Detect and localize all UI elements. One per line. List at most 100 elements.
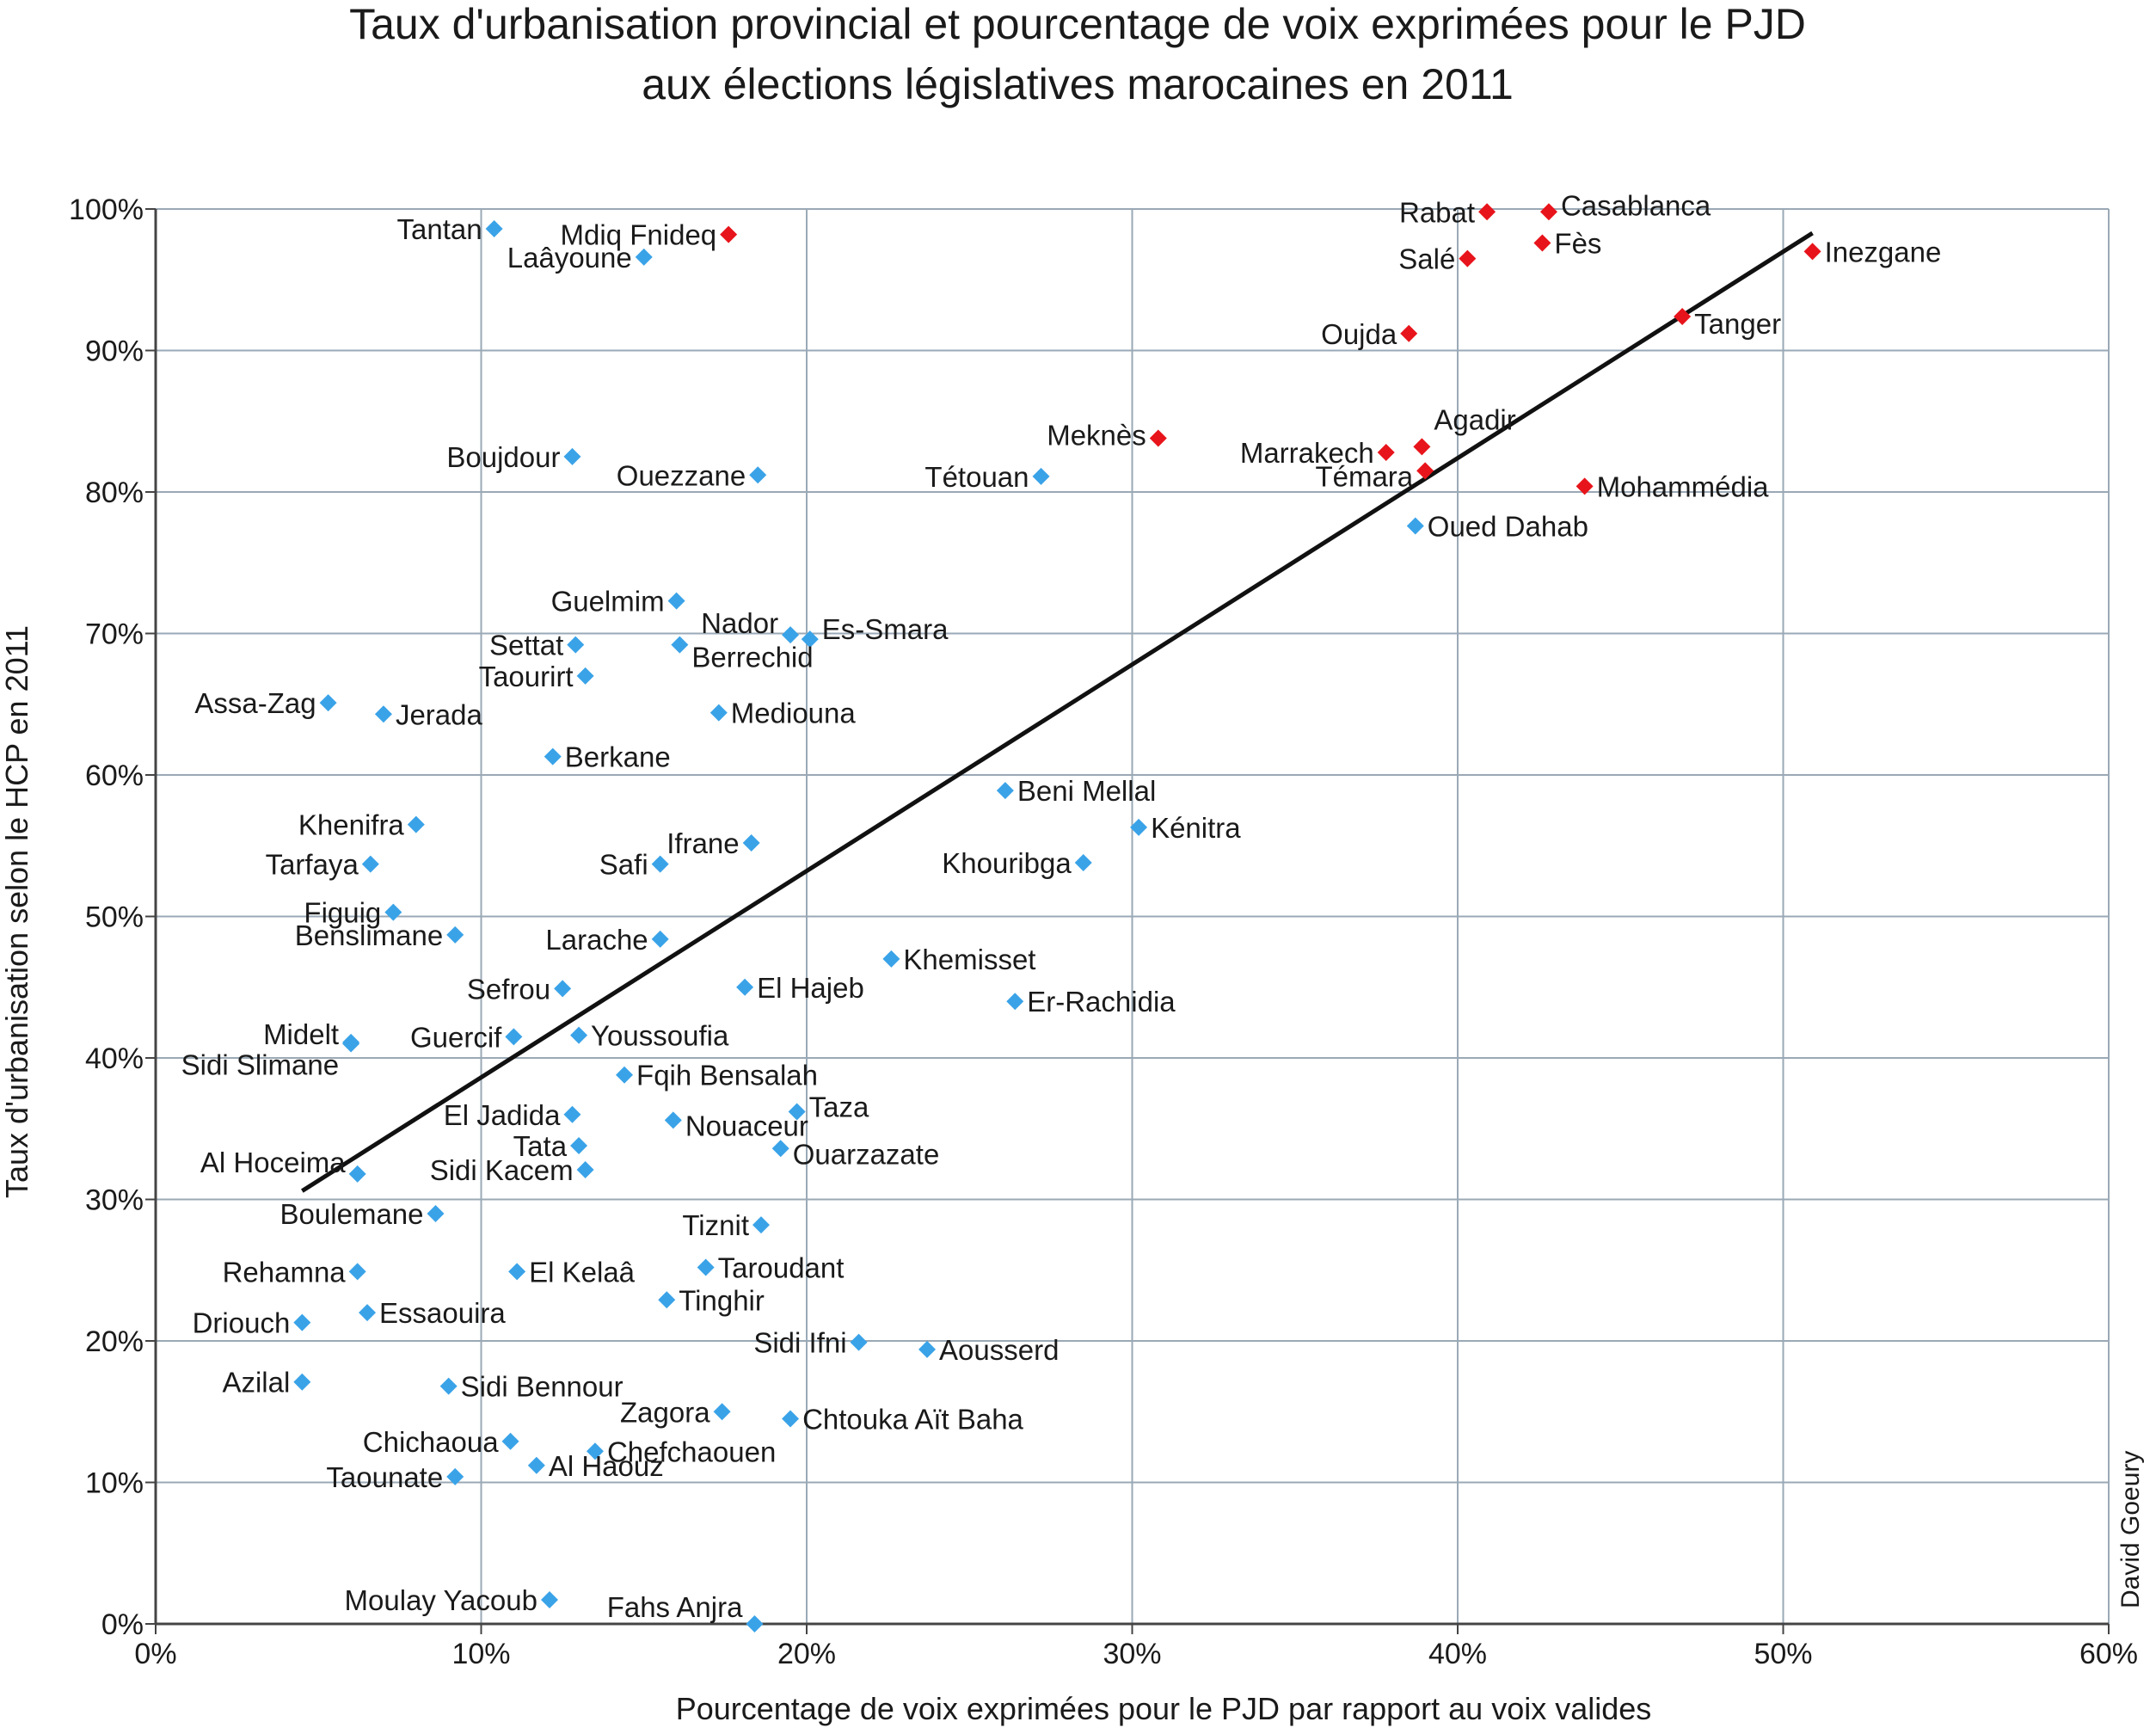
point-label-sale: Salé bbox=[1398, 243, 1455, 275]
x-tick-label: 60% bbox=[2079, 1638, 2138, 1670]
trendline bbox=[300, 231, 1814, 1193]
point-label-kenitra: Kénitra bbox=[1151, 812, 1241, 844]
point-label-boulemane: Boulemane bbox=[280, 1198, 424, 1230]
point-fes bbox=[1533, 234, 1551, 252]
point-label-khemisset: Khemisset bbox=[903, 944, 1035, 975]
point-inezgane bbox=[1803, 243, 1821, 261]
point-label-midelt: Midelt bbox=[263, 1018, 339, 1050]
y-tick-label: 30% bbox=[85, 1184, 144, 1217]
point-tinghir bbox=[658, 1291, 676, 1309]
point-label-tiznit: Tiznit bbox=[682, 1209, 749, 1241]
point-khouribga bbox=[1074, 853, 1092, 871]
point-boujdour bbox=[563, 447, 581, 465]
y-tick-label: 60% bbox=[85, 759, 144, 792]
point-label-fahs-anjra: Fahs Anjra bbox=[607, 1591, 743, 1623]
point-label-sidi-kacem: Sidi Kacem bbox=[430, 1154, 574, 1186]
point-er-rachidia bbox=[1006, 993, 1024, 1011]
point-tiznit bbox=[752, 1216, 771, 1234]
y-tick-label: 80% bbox=[85, 477, 144, 509]
point-oued-dahab bbox=[1406, 517, 1424, 535]
x-axis-label: Pourcentage de voix exprimées pour le PJ… bbox=[676, 1691, 1652, 1726]
point-label-chtouka-ait-baha: Chtouka Aït Baha bbox=[802, 1403, 1023, 1435]
point-label-al-hoceima: Al Hoceima bbox=[200, 1147, 346, 1178]
data-points: Rabat Casablanca Salé Fès Inezgane Oujda Tange… bbox=[181, 189, 1941, 1633]
point-label-sidi-slimane: Sidi Slimane bbox=[181, 1049, 339, 1081]
point-khemisset bbox=[882, 950, 900, 968]
point-label-tetouan: Tétouan bbox=[924, 461, 1029, 493]
point-label-taounate: Taounate bbox=[326, 1461, 443, 1493]
point-rabat bbox=[1478, 203, 1496, 221]
point-youssoufia bbox=[570, 1026, 588, 1044]
point-ifrane bbox=[742, 833, 760, 852]
point-label-berrechid: Berrechid bbox=[691, 642, 813, 673]
point-boulemane bbox=[427, 1204, 445, 1222]
point-label-youssoufia: Youssoufia bbox=[591, 1020, 729, 1052]
point-tanger bbox=[1674, 308, 1692, 326]
point-label-beni-mellal: Beni Mellal bbox=[1017, 775, 1156, 807]
point-tata bbox=[570, 1136, 588, 1154]
point-mdiq-fnideq bbox=[720, 225, 738, 243]
point-essaouira bbox=[359, 1304, 377, 1322]
grid bbox=[155, 208, 2110, 1625]
point-label-moulay-yacoub: Moulay Yacoub bbox=[345, 1584, 537, 1616]
point-safi bbox=[651, 855, 669, 873]
x-tick-label: 40% bbox=[1428, 1638, 1487, 1670]
point-sefrou bbox=[554, 980, 572, 998]
point-label-temara: Témara bbox=[1315, 460, 1413, 492]
y-tick-label: 100% bbox=[69, 194, 144, 226]
point-label-assa-zag: Assa-Zag bbox=[194, 687, 316, 719]
point-label-aousserd: Aousserd bbox=[939, 1334, 1059, 1366]
point-fahs-anjra bbox=[746, 1615, 764, 1633]
point-oujda bbox=[1400, 324, 1418, 342]
point-taroudant bbox=[697, 1258, 715, 1276]
point-nouaceur bbox=[664, 1111, 682, 1129]
point-kenitra bbox=[1130, 818, 1148, 836]
y-tick-label: 10% bbox=[85, 1467, 144, 1500]
point-tarfaya bbox=[361, 855, 379, 873]
point-label-ouarzazate: Ouarzazate bbox=[793, 1138, 940, 1170]
point-chichaoua bbox=[501, 1432, 519, 1450]
point-benslimane bbox=[446, 925, 464, 944]
point-chtouka-ait-baha bbox=[782, 1410, 800, 1428]
point-rehamna bbox=[348, 1263, 366, 1281]
point-label-safi: Safi bbox=[599, 849, 648, 881]
point-guercif bbox=[505, 1028, 523, 1046]
point-label-sidi-bennour: Sidi Bennour bbox=[461, 1371, 623, 1403]
point-ouezzane bbox=[749, 466, 767, 484]
point-label-sefrou: Sefrou bbox=[467, 973, 550, 1005]
point-guelmim bbox=[667, 592, 685, 610]
y-tick-label: 20% bbox=[85, 1325, 144, 1358]
point-label-settat: Settat bbox=[489, 630, 563, 661]
point-taza bbox=[788, 1103, 806, 1121]
point-mediouna bbox=[709, 704, 728, 722]
point-label-mohammedia: Mohammédia bbox=[1597, 470, 1770, 502]
point-agadir bbox=[1413, 438, 1431, 456]
y-tick-label: 90% bbox=[85, 335, 144, 368]
point-temara bbox=[1416, 462, 1434, 480]
point-el-kelaa bbox=[508, 1263, 526, 1281]
point-label-tantan: Tantan bbox=[397, 213, 482, 245]
tick-labels: 0% 10% 20% 30% 40% 50% 60% 70% 80% 90% 100% 0% 10% 20… bbox=[69, 194, 2138, 1670]
point-sidi-kacem bbox=[576, 1160, 594, 1178]
point-casablanca bbox=[1539, 203, 1557, 221]
y-tick-label: 0% bbox=[101, 1608, 144, 1641]
y-axis-label: Taux d'urbanisation selon le HCP en 2011 bbox=[0, 625, 34, 1198]
point-label-khenifra: Khenifra bbox=[298, 809, 405, 841]
point-es-smara bbox=[801, 630, 819, 649]
point-sidi-ifni bbox=[850, 1333, 868, 1351]
point-fqih-bensalah bbox=[616, 1066, 634, 1084]
point-label-guercif: Guercif bbox=[410, 1021, 502, 1053]
point-al-hoceima bbox=[348, 1165, 366, 1183]
point-label-chefchaouen: Chefchaouen bbox=[607, 1436, 776, 1467]
point-al-haouz bbox=[527, 1456, 545, 1474]
point-azilal bbox=[293, 1373, 311, 1391]
point-label-berkane: Berkane bbox=[565, 741, 671, 773]
point-label-el-kelaa: El Kelaâ bbox=[529, 1256, 636, 1288]
x-tick-label: 30% bbox=[1103, 1638, 1161, 1670]
axes bbox=[145, 208, 2110, 1634]
point-label-tanger: Tanger bbox=[1694, 308, 1781, 340]
point-label-el-hajeb: El Hajeb bbox=[757, 972, 864, 1004]
point-tetouan bbox=[1032, 467, 1050, 485]
point-taourirt bbox=[576, 667, 594, 685]
